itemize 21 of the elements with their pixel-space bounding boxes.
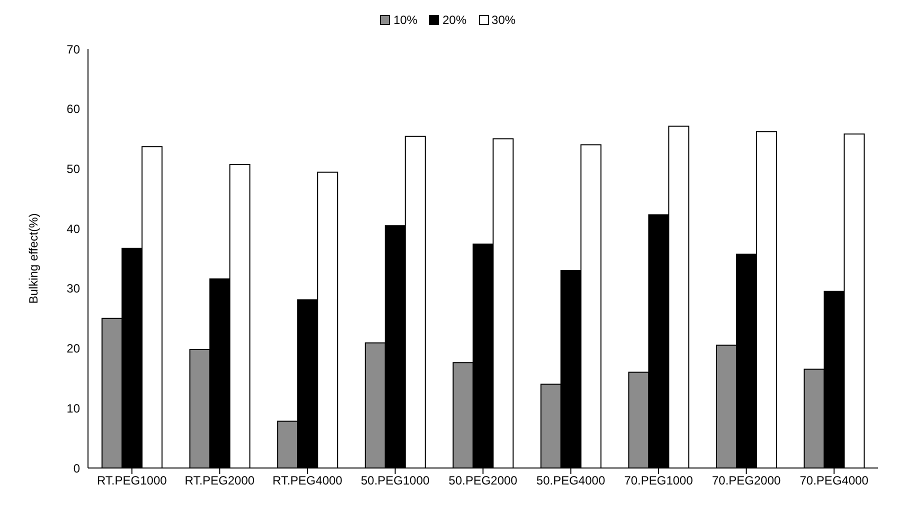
x-tick-label: 70.PEG4000 bbox=[800, 474, 869, 488]
x-tick-label: 70.PEG1000 bbox=[624, 474, 694, 488]
x-tick-label: 50.PEG2000 bbox=[448, 474, 518, 488]
x-tick-label: RT.PEG1000 bbox=[96, 474, 168, 488]
y-tick-label: 50 bbox=[66, 162, 80, 176]
x-tick-label: RT.PEG2000 bbox=[184, 474, 255, 488]
x-tick-label: RT.PEG4000 bbox=[272, 474, 343, 488]
y-axis-title: Bulking effect(%) bbox=[26, 213, 40, 304]
legend-label: 10% bbox=[393, 13, 418, 27]
y-tick-label: 70 bbox=[66, 42, 80, 56]
y-tick-label: 20 bbox=[66, 342, 80, 356]
y-tick-label: 60 bbox=[66, 102, 80, 116]
y-tick-label: 40 bbox=[66, 222, 80, 236]
x-tick-label: 50.PEG4000 bbox=[536, 474, 606, 488]
legend-label: 30% bbox=[492, 13, 516, 27]
x-tick-label: 70.PEG2000 bbox=[712, 474, 782, 488]
y-tick-label: 0 bbox=[73, 461, 80, 476]
legend-label: 20% bbox=[442, 13, 467, 27]
y-tick-label: 10 bbox=[66, 401, 80, 416]
x-tick-label: 50.PEG1000 bbox=[360, 474, 430, 488]
y-tick-label: 30 bbox=[66, 282, 80, 296]
